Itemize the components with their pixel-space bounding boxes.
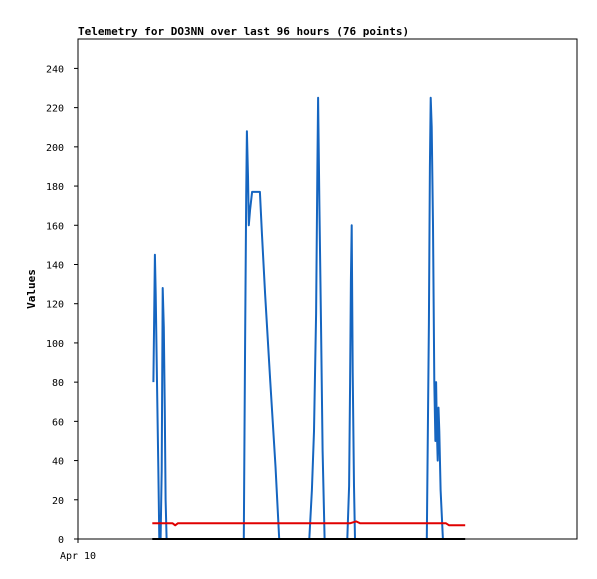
x-axis: Apr 10 xyxy=(60,539,96,562)
x-tick-label: Apr 10 xyxy=(60,551,96,562)
y-tick-label: 240 xyxy=(46,64,64,75)
y-tick-label: 160 xyxy=(46,221,64,232)
series-layer xyxy=(152,96,466,540)
y-axis: 0 20 40 60 80 100 120 140 160 180 200 220 240 xyxy=(46,64,78,546)
y-tick-label: 140 xyxy=(46,260,64,271)
y-axis-label: Values xyxy=(25,269,38,309)
y-tick-label: 120 xyxy=(46,300,64,311)
y-tick-label: 40 xyxy=(52,457,64,468)
y-tick-label: 200 xyxy=(46,143,64,154)
plot-frame xyxy=(77,38,578,540)
y-tick-label: 180 xyxy=(46,182,64,193)
y-tick-label: 80 xyxy=(52,378,64,389)
y-tick-label: 0 xyxy=(58,535,64,546)
y-tick-label: 220 xyxy=(46,104,64,115)
chart-title: Telemetry for DO3NN over last 96 hours (… xyxy=(78,25,409,38)
y-tick-label: 20 xyxy=(52,496,64,507)
series-line-1 xyxy=(152,96,444,540)
y-tick-label: 60 xyxy=(52,417,64,428)
y-tick-label: 100 xyxy=(46,339,64,350)
series-line-2 xyxy=(152,520,466,527)
